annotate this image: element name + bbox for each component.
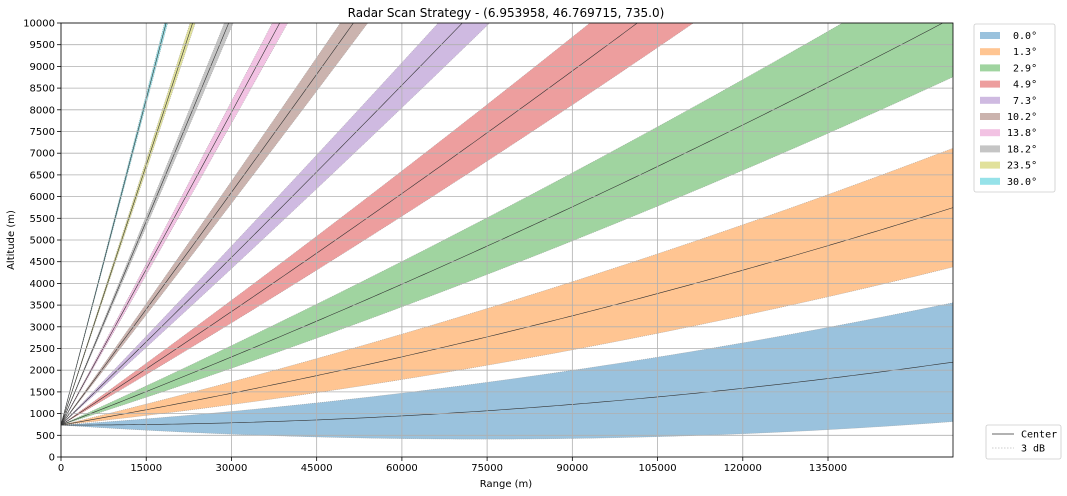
x-tick-label: 45000 — [301, 463, 333, 474]
beam-center-0 — [61, 361, 953, 426]
legend-label: 18.2° — [1007, 144, 1037, 155]
legend-label: 7.3° — [1007, 96, 1037, 107]
legend-swatch — [980, 96, 1000, 104]
beam-band-4 — [61, 23, 490, 426]
legend-label: 4.9° — [1007, 80, 1037, 91]
legend-line-styles: Center 3 dB — [985, 424, 1062, 460]
x-tick-label: 105000 — [638, 463, 676, 474]
legend-label: 0.0° — [1007, 31, 1037, 42]
legend-swatch — [980, 145, 1000, 153]
chart-title: Radar Scan Strategy - (6.953958, 46.7697… — [348, 6, 665, 20]
y-tick-label: 8500 — [30, 84, 55, 95]
legend-line-label: Center — [1021, 430, 1057, 441]
y-tick-label: 1500 — [30, 387, 55, 398]
y-tick-label: 8000 — [30, 105, 55, 116]
legend-box — [973, 23, 1056, 193]
y-tick-label: 4000 — [30, 279, 55, 290]
beam-band-0 — [61, 302, 953, 440]
legend-swatch — [980, 48, 1000, 56]
legend-lines-box — [985, 424, 1062, 460]
beam-3db-lower-0 — [61, 421, 953, 440]
x-tick-label: 30000 — [216, 463, 248, 474]
y-tick-label: 7000 — [30, 149, 55, 160]
beam-band-1 — [61, 148, 953, 426]
legend-label: 23.5° — [1007, 161, 1037, 172]
legend-label: 30.0° — [1007, 177, 1037, 188]
y-tick-label: 1000 — [30, 409, 55, 420]
beam-3db-lower-2 — [61, 76, 953, 426]
y-tick-label: 500 — [36, 431, 55, 442]
beam-band-3 — [61, 23, 694, 426]
plot-area — [60, 22, 954, 458]
y-tick-label: 5000 — [30, 236, 55, 247]
y-tick-label: 4500 — [30, 257, 55, 268]
y-tick-label: 6000 — [30, 192, 55, 203]
y-axis: 0 500 1000 1500 2000 2500 3000 3500 4000 4500 5000… — [23, 19, 61, 464]
beam-3db-upper-6 — [61, 23, 273, 426]
x-axis: 0 15000 30000 45000 60000 75000 90000 105000 120… — [58, 457, 847, 474]
y-tick-label: 9500 — [30, 40, 55, 51]
y-tick-label: 2500 — [30, 344, 55, 355]
legend-label: 2.9° — [1007, 63, 1037, 74]
beam-center-4 — [61, 23, 463, 426]
y-tick-label: 0 — [49, 453, 55, 464]
x-tick-label: 15000 — [130, 463, 162, 474]
legend-swatch — [980, 32, 1000, 39]
beam-3db-upper-1 — [61, 148, 953, 426]
beam-center-7 — [61, 23, 230, 426]
beam-center-1 — [61, 207, 953, 426]
beam-3db-upper-2 — [61, 23, 843, 426]
legend-swatch — [980, 161, 1000, 169]
y-tick-label: 3500 — [30, 301, 55, 312]
legend-swatch — [980, 113, 1000, 120]
legend-label: 10.2° — [1007, 112, 1037, 123]
beam-band-8 — [61, 23, 196, 426]
legend-label: 13.8° — [1007, 128, 1037, 139]
beam-center-6 — [61, 23, 281, 426]
beam-3db-lower-1 — [61, 266, 953, 426]
legend-elevations: 0.0° 1.3° 2.9° 4.9° 7.3° 10.2° 13.8° 18.2° 2… — [973, 23, 1056, 193]
legend-swatch — [980, 64, 1000, 72]
beam-center-2 — [61, 23, 944, 426]
beam-3db-upper-7 — [61, 23, 225, 426]
x-tick-label: 0 — [58, 463, 64, 474]
beam-bands — [61, 23, 953, 440]
x-tick-label: 120000 — [724, 463, 762, 474]
beam-3db-upper-3 — [61, 23, 591, 426]
y-tick-label: 7500 — [30, 127, 55, 138]
y-axis-label: Altitude (m) — [6, 210, 17, 270]
x-axis-label: Range (m) — [480, 479, 533, 490]
x-tick-label: 75000 — [471, 463, 503, 474]
x-tick-label: 60000 — [386, 463, 418, 474]
beam-center-5 — [61, 23, 354, 426]
y-tick-label: 2000 — [30, 366, 55, 377]
legend-line-label: 3 dB — [1021, 444, 1045, 455]
beam-3db-lower-6 — [61, 23, 288, 426]
beam-center-3 — [61, 23, 638, 426]
legend-swatch — [980, 80, 1000, 88]
legend-swatch — [980, 177, 1000, 185]
beam-3db-upper-0 — [61, 302, 953, 426]
x-tick-label: 135000 — [809, 463, 847, 474]
y-tick-label: 5500 — [30, 214, 55, 225]
beam-band-6 — [61, 23, 288, 426]
y-tick-label: 6500 — [30, 170, 55, 181]
beam-band-5 — [61, 23, 368, 426]
grid — [60, 22, 953, 458]
x-tick-label: 90000 — [556, 463, 588, 474]
legend-label: 1.3° — [1007, 47, 1037, 58]
beam-band-2 — [61, 23, 953, 426]
y-tick-label: 3000 — [30, 322, 55, 333]
legend-swatch — [980, 129, 1000, 137]
y-tick-label: 9000 — [30, 62, 55, 73]
y-tick-label: 10000 — [23, 19, 55, 30]
